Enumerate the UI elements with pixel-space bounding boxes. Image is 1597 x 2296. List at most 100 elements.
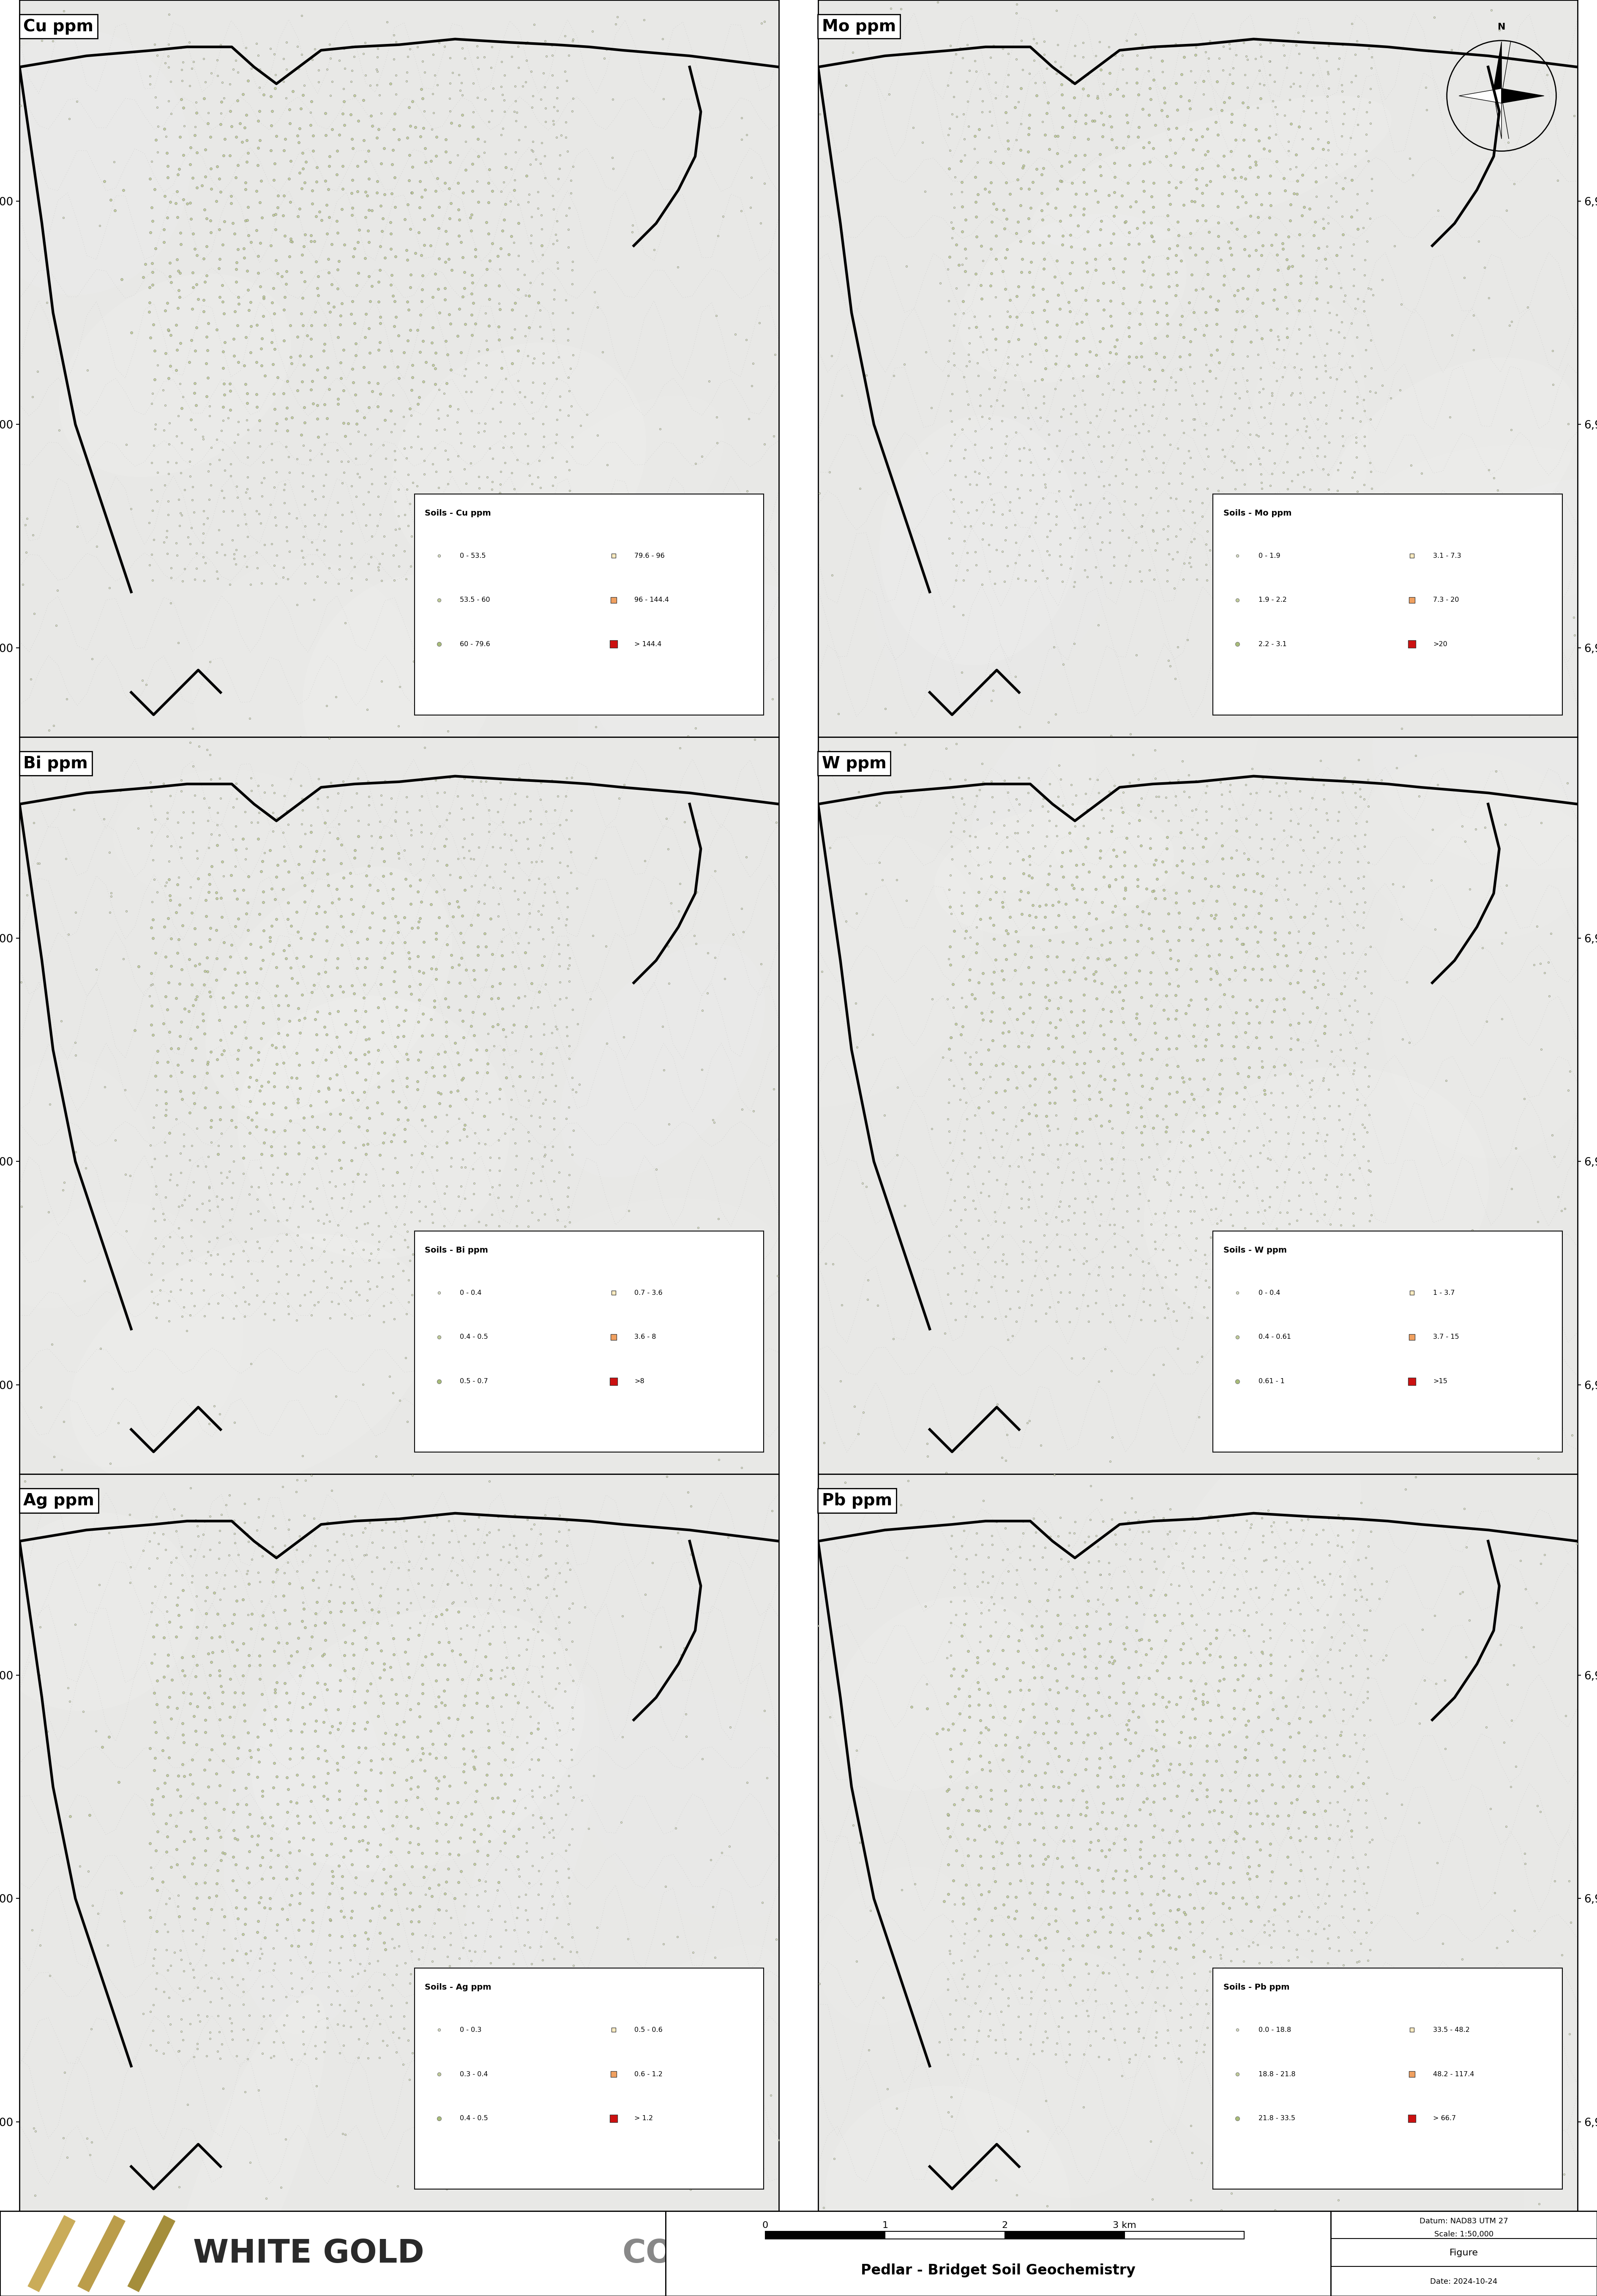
Point <box>339 1100 364 1137</box>
Point <box>262 1536 287 1573</box>
Point <box>1179 2108 1204 2144</box>
Point <box>209 526 235 563</box>
Point <box>225 955 251 992</box>
Point <box>517 225 543 262</box>
Point <box>1464 636 1490 673</box>
Point <box>1492 1724 1517 1761</box>
Point <box>1020 1130 1046 1166</box>
Point <box>965 145 990 181</box>
Point <box>1183 471 1209 507</box>
Point <box>1129 1217 1155 1254</box>
Point <box>224 158 249 195</box>
Point <box>557 962 583 999</box>
Point <box>465 39 490 76</box>
Point <box>433 133 458 170</box>
Point <box>984 1660 1009 1697</box>
Point <box>1262 445 1287 482</box>
Point <box>359 108 385 145</box>
Point <box>1286 1584 1311 1621</box>
Point <box>377 1357 402 1394</box>
Point <box>211 365 236 402</box>
Point <box>992 521 1017 558</box>
Point <box>1354 223 1380 259</box>
Point <box>1271 813 1297 850</box>
Point <box>1217 774 1242 810</box>
Point <box>511 2133 537 2170</box>
Point <box>273 1217 299 1254</box>
Point <box>1182 1006 1207 1042</box>
Point <box>1552 1189 1578 1226</box>
Point <box>1084 1805 1110 1841</box>
Point <box>378 1543 404 1580</box>
Point <box>458 1566 484 1603</box>
Point <box>936 1256 961 1293</box>
Point <box>139 987 164 1024</box>
Point <box>489 1756 514 1793</box>
Point <box>343 992 369 1029</box>
Point <box>342 305 367 342</box>
Point <box>278 220 303 257</box>
Point <box>264 948 289 985</box>
Point <box>410 363 436 400</box>
Point <box>1036 1288 1062 1325</box>
Point <box>1177 1807 1203 1844</box>
Point <box>1287 358 1313 395</box>
Point <box>1244 1148 1270 1185</box>
Point <box>1020 225 1046 262</box>
Point <box>327 1952 353 1988</box>
Point <box>937 1637 963 1674</box>
Point <box>1137 1795 1163 1832</box>
Point <box>1246 214 1271 250</box>
Point <box>950 1880 976 1917</box>
Point <box>222 1596 248 1632</box>
Point <box>176 519 201 556</box>
Point <box>966 771 992 808</box>
Point <box>169 762 195 799</box>
Point <box>963 44 989 80</box>
Point <box>358 909 383 946</box>
Point <box>1099 1906 1124 1942</box>
Point <box>378 1217 404 1254</box>
Point <box>458 1795 484 1832</box>
Point <box>1017 1049 1043 1086</box>
Point <box>1099 1793 1124 1830</box>
Point <box>407 1169 433 1205</box>
Point <box>968 1070 993 1107</box>
Point <box>557 1646 583 1683</box>
Point <box>583 709 608 746</box>
Point <box>1116 1701 1142 1738</box>
Point <box>1126 1169 1151 1205</box>
Point <box>487 321 513 358</box>
Point <box>1030 781 1056 817</box>
Point <box>426 1867 452 1903</box>
Point <box>171 1116 196 1153</box>
Point <box>556 928 581 964</box>
Point <box>867 1159 893 1196</box>
Point <box>315 1504 340 1541</box>
Point <box>1022 563 1048 599</box>
Point <box>343 266 369 303</box>
Point <box>1302 1224 1327 1261</box>
Point <box>1250 1205 1276 1242</box>
Point <box>225 404 251 441</box>
Point <box>367 925 393 962</box>
Point <box>1345 478 1370 514</box>
Ellipse shape <box>391 342 647 585</box>
Point <box>503 1033 529 1070</box>
Point <box>1236 840 1262 877</box>
Point <box>1305 1968 1330 2004</box>
Point <box>1290 2108 1316 2144</box>
Point <box>485 540 511 576</box>
Point <box>1456 1325 1482 1362</box>
Point <box>533 1242 559 1279</box>
Point <box>1046 1704 1072 1740</box>
Point <box>1346 1224 1372 1261</box>
Point <box>1260 535 1286 572</box>
Point <box>1220 64 1246 101</box>
Point <box>969 443 995 480</box>
Point <box>1271 1731 1297 1768</box>
Point <box>353 1711 378 1747</box>
Point <box>990 1258 1016 1295</box>
Point <box>1302 1100 1327 1137</box>
Point <box>1116 1056 1142 1093</box>
